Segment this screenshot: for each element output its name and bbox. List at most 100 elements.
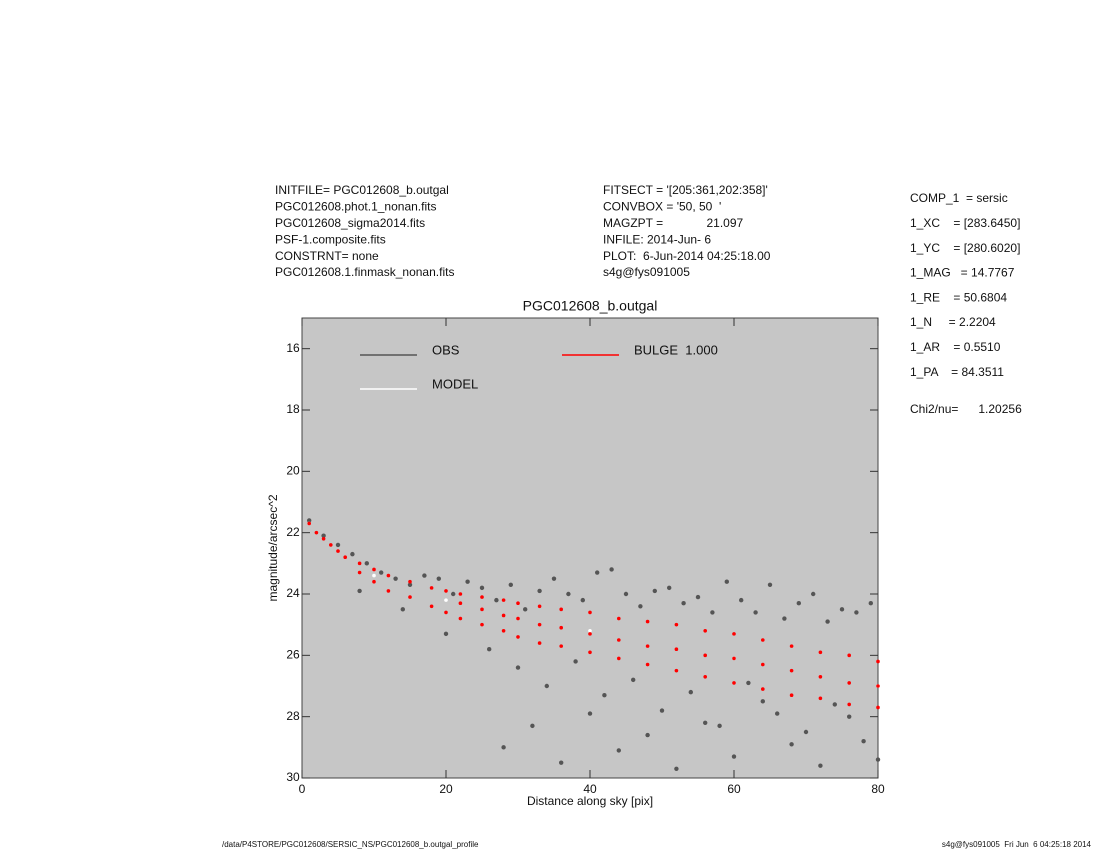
data-point	[617, 616, 621, 621]
data-point	[436, 576, 441, 581]
data-point	[761, 662, 765, 667]
header-left-line: INITFILE= PGC012608_b.outgal	[275, 183, 449, 197]
footer-left: /data/P4STORE/PGC012608/SERSIC_NS/PGC012…	[222, 840, 479, 849]
data-point	[501, 745, 506, 750]
data-point	[559, 644, 563, 648]
data-point	[588, 632, 592, 636]
data-point	[443, 631, 449, 637]
data-point	[429, 586, 434, 590]
data-point	[703, 675, 707, 679]
data-point	[321, 537, 326, 541]
data-point	[818, 650, 823, 655]
data-point	[480, 622, 484, 627]
data-point	[595, 570, 600, 575]
data-point	[516, 616, 520, 621]
data-point	[674, 647, 679, 651]
data-point	[307, 518, 312, 523]
data-point	[336, 549, 340, 553]
data-point	[588, 650, 592, 655]
data-point	[573, 659, 578, 664]
data-point	[386, 573, 391, 578]
footer-right: s4g@fys091005 Fri Jun 6 04:25:18 2014	[942, 840, 1092, 849]
data-point	[515, 665, 521, 670]
data-point	[551, 576, 557, 581]
header-left-line: PGC012608.phot.1_nonan.fits	[275, 200, 436, 214]
data-point	[638, 604, 643, 609]
data-point	[602, 693, 607, 698]
data-point	[811, 591, 816, 597]
data-point	[703, 653, 707, 658]
header-left-line: PSF-1.composite.fits	[275, 232, 386, 246]
data-point	[444, 589, 448, 593]
data-point	[667, 585, 672, 591]
y-tick-label: 28	[286, 709, 300, 723]
data-point	[451, 591, 456, 597]
data-point	[876, 659, 880, 664]
x-axis-label: Distance along sky [pix]	[527, 794, 653, 808]
header-middle-line: CONVBOX = '50, 50 '	[603, 200, 721, 214]
data-point	[537, 604, 542, 609]
data-layer	[307, 518, 881, 771]
data-point	[645, 644, 650, 648]
data-point	[372, 573, 376, 578]
data-point	[760, 699, 765, 704]
data-point	[688, 689, 693, 695]
data-point	[530, 723, 535, 729]
data-point	[508, 582, 513, 587]
data-point	[724, 579, 729, 584]
data-point	[537, 588, 542, 594]
parameter-line: 1_AR = 0.5510	[910, 340, 1001, 354]
data-point	[407, 582, 413, 587]
data-point	[703, 720, 708, 725]
parameter-line: 1_XC = [283.6450]	[910, 216, 1020, 230]
y-tick-label: 16	[286, 341, 300, 355]
x-tick-label: 0	[299, 782, 306, 796]
y-axis-label: magnitude/arcsec^2	[266, 494, 280, 601]
data-point	[408, 579, 412, 584]
data-point	[631, 677, 636, 683]
data-point	[480, 595, 484, 599]
data-point	[544, 683, 549, 689]
data-point	[753, 610, 758, 615]
y-tick-label: 18	[286, 402, 300, 416]
data-point	[717, 723, 722, 729]
data-point	[616, 748, 621, 753]
data-point	[408, 595, 412, 599]
parameter-line: 1_YC = [280.6020]	[910, 241, 1020, 255]
header-middle-line: MAGZPT = 21.097	[603, 216, 743, 230]
data-point	[732, 681, 736, 685]
data-point	[789, 742, 794, 747]
data-point	[659, 708, 665, 713]
data-point	[494, 597, 499, 603]
data-point	[566, 591, 571, 597]
data-point	[588, 629, 592, 633]
data-point	[645, 732, 650, 738]
data-point	[321, 533, 326, 538]
data-point	[839, 607, 845, 612]
data-point	[537, 622, 542, 627]
header-middle-line: FITSECT = '[205:361,202:358]'	[603, 183, 768, 197]
data-point	[559, 760, 564, 765]
data-point	[372, 579, 376, 584]
data-point	[847, 681, 851, 685]
header-left-line: PGC012608.1.finmask_nonan.fits	[275, 265, 454, 279]
legend-label: MODEL	[432, 376, 478, 391]
parameter-line: 1_N = 2.2204	[910, 315, 996, 329]
data-point	[458, 616, 463, 621]
data-point	[350, 551, 355, 557]
plot-area	[301, 317, 879, 779]
data-point	[501, 629, 506, 633]
data-point	[732, 632, 736, 636]
data-point	[674, 766, 679, 771]
x-tick-label: 80	[871, 782, 885, 796]
x-tick-label: 20	[439, 782, 453, 796]
data-point	[876, 705, 880, 710]
data-point	[523, 607, 528, 612]
data-point	[400, 607, 405, 612]
data-point	[314, 530, 319, 535]
data-point	[580, 597, 585, 603]
y-tick-label: 26	[286, 648, 300, 662]
data-point	[516, 635, 520, 639]
data-point	[559, 607, 563, 612]
